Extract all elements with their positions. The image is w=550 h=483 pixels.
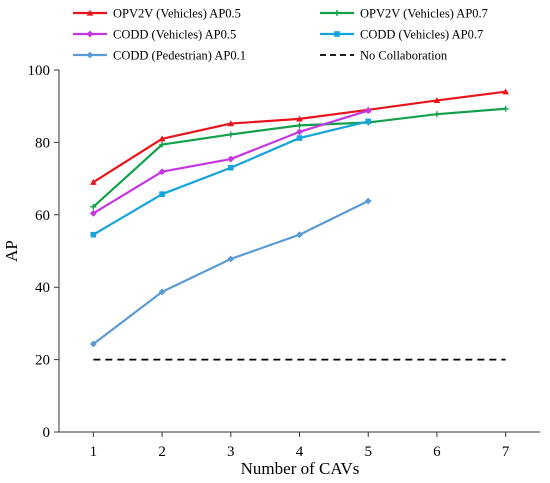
legend-marker	[86, 9, 94, 16]
data-point	[296, 122, 303, 129]
legend-item: CODD (Vehicles) AP0.7	[320, 28, 483, 42]
y-tick-label: 0	[43, 425, 51, 441]
x-tick-label: 4	[296, 444, 304, 460]
y-tick-label: 20	[35, 353, 50, 369]
data-point	[159, 141, 166, 148]
legend-label: OPV2V (Vehicles) AP0.7	[360, 7, 488, 21]
data-point	[89, 340, 97, 348]
data-point	[227, 120, 235, 127]
data-point	[159, 191, 165, 197]
data-point	[89, 209, 97, 217]
y-tick-label: 100	[28, 63, 51, 79]
data-point	[296, 231, 303, 239]
data-point	[158, 168, 166, 176]
legend-label: No Collaboration	[360, 49, 448, 63]
data-point	[296, 128, 303, 136]
data-point	[158, 135, 166, 142]
legend-label: CODD (Vehicles) AP0.7	[360, 28, 483, 42]
legend-item: OPV2V (Vehicles) AP0.7	[320, 7, 488, 21]
series-4	[90, 118, 372, 238]
x-tick-label: 3	[227, 444, 235, 460]
legend-label: OPV2V (Vehicles) AP0.5	[113, 7, 241, 21]
data-point	[158, 288, 166, 296]
legend-item: CODD (Pedestrian) AP0.1	[73, 49, 246, 63]
data-point	[227, 255, 235, 263]
legend-item: CODD (Vehicles) AP0.5	[73, 28, 236, 42]
data-point	[364, 197, 372, 205]
series-line	[92, 120, 369, 236]
data-point	[433, 111, 440, 118]
series-3	[89, 107, 372, 217]
legend-marker	[334, 10, 340, 16]
series	[89, 88, 509, 361]
y-tick-label: 40	[35, 280, 50, 296]
legend-marker	[86, 51, 94, 59]
legend-label: CODD (Pedestrian) AP0.1	[113, 49, 246, 63]
y-axis-title: AP	[2, 240, 21, 262]
data-point	[502, 105, 509, 112]
series-line	[92, 200, 369, 345]
legend-label: CODD (Vehicles) AP0.5	[113, 28, 236, 42]
x-tick-label: 5	[364, 444, 372, 460]
data-point	[227, 164, 234, 171]
data-point	[227, 131, 234, 138]
data-point	[502, 88, 509, 95]
x-tick-label: 6	[433, 444, 441, 460]
data-point	[433, 97, 441, 104]
data-point	[296, 115, 303, 122]
x-tick-label: 2	[158, 444, 166, 460]
data-point	[364, 107, 372, 114]
ticks: 0 20 40 60 80 100 1 2 3 4 5 6 7	[28, 63, 510, 460]
legend-item: No Collaboration	[320, 49, 448, 63]
data-point	[90, 231, 97, 238]
data-point	[227, 155, 235, 163]
y-tick-label: 60	[35, 208, 50, 224]
legend: OPV2V (Vehicles) AP0.5 OPV2V (Vehicles) A…	[73, 7, 488, 63]
series-5	[89, 197, 372, 348]
x-axis-title: Number of CAVs	[241, 459, 360, 478]
data-point	[296, 135, 303, 141]
x-tick-label: 7	[502, 444, 510, 460]
data-point	[365, 118, 372, 125]
legend-item: OPV2V (Vehicles) AP0.5	[73, 7, 241, 21]
x-tick-label: 1	[90, 444, 98, 460]
data-point	[90, 178, 97, 185]
legend-marker	[86, 30, 94, 38]
legend-marker	[334, 31, 340, 37]
data-point	[90, 203, 97, 210]
y-tick-label: 80	[35, 135, 50, 151]
